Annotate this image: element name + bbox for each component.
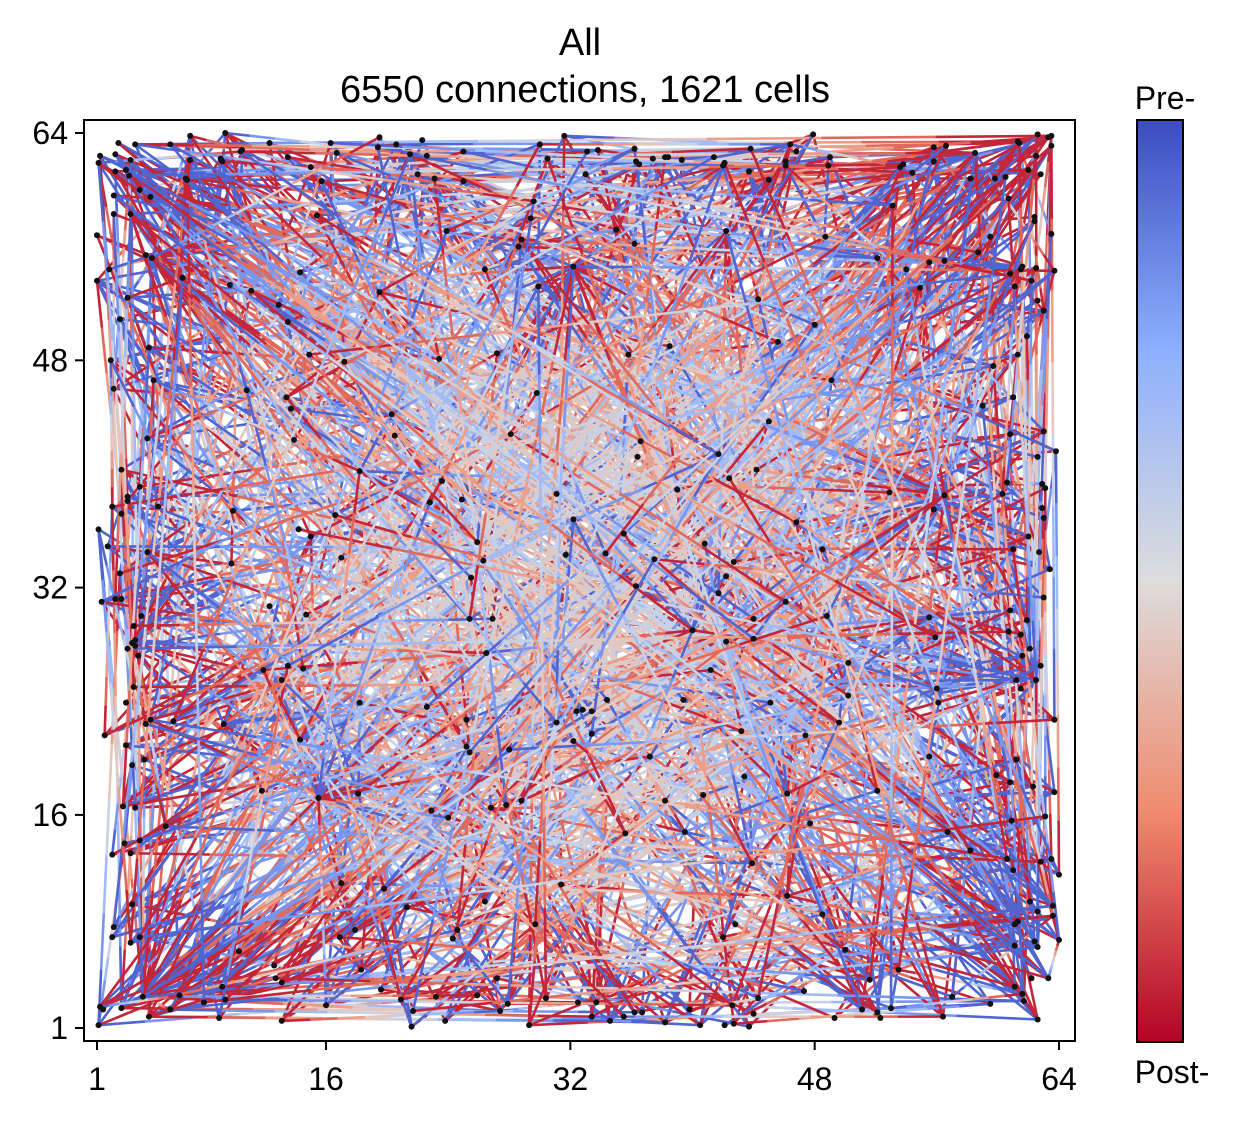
chart-subtitle: 6550 connections, 1621 cells: [340, 69, 830, 111]
connection-segment: [520, 1008, 530, 1009]
chart-title: All: [559, 22, 601, 64]
connection-segment: [539, 1006, 549, 1007]
connection-segment: [510, 1009, 520, 1010]
connection-segment: [1044, 394, 1045, 431]
